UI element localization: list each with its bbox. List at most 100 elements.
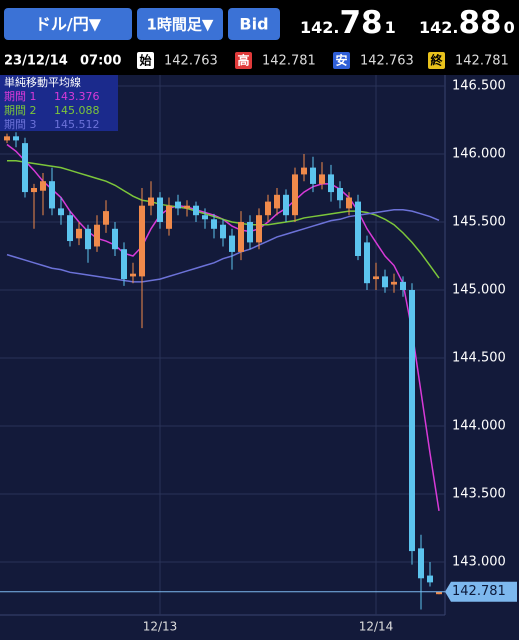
candle-body (310, 167, 316, 184)
candle-body (427, 575, 433, 583)
candle-body (211, 219, 217, 229)
candle-body (373, 276, 379, 280)
ma-line (7, 160, 440, 279)
legend-name: 期間 2 (4, 104, 37, 117)
ohlc-value: 142.781 (262, 54, 316, 69)
pair-button[interactable] (4, 8, 132, 40)
ohlc-badge (137, 52, 154, 69)
candle-body (67, 215, 73, 242)
side-button[interactable] (228, 8, 280, 40)
legend-box (0, 75, 118, 131)
current-price-tag (445, 581, 517, 602)
candle-body (400, 281, 406, 290)
y-tick-label: 143.500 (452, 486, 506, 501)
y-tick-label: 145.000 (452, 282, 506, 297)
ohlc-badge-label: 終 (430, 53, 443, 68)
candle-body (85, 228, 91, 250)
timeframe-label[interactable]: 1時間足▼ (147, 16, 214, 34)
candle-body (265, 201, 271, 216)
chart: 143.000 143.500 144.000 144.500 145.000 145.5… (0, 75, 519, 640)
candle-body (130, 273, 136, 277)
candle-body (40, 181, 46, 191)
candle-body (103, 211, 109, 225)
bid-tail: 1 (385, 18, 396, 37)
candle-body (283, 194, 289, 216)
side-label[interactable]: Bid (239, 15, 268, 34)
candle-body (337, 188, 343, 201)
candle-body (247, 222, 253, 243)
date: 23/12/14 (4, 54, 68, 69)
x-tick-label: 12/14 (359, 620, 394, 634)
candle-body (274, 194, 280, 209)
candle-body (355, 201, 361, 256)
candle-body (436, 591, 442, 595)
ask-tail: 0 (504, 18, 515, 37)
y-tick-label: 146.500 (452, 79, 506, 94)
candle-body (22, 143, 28, 193)
ask-price: 142.88 0 (419, 5, 515, 41)
candle-body (391, 281, 397, 285)
candle-body (301, 167, 307, 175)
candle-body (418, 548, 424, 579)
candle-body (409, 289, 415, 552)
legend-name: 期間 1 (4, 90, 37, 103)
x-tick-label: 12/13 (143, 620, 178, 634)
y-tick-label: 145.500 (452, 215, 506, 230)
candle-body (175, 201, 181, 209)
candle-body (148, 197, 154, 206)
candle-body (382, 276, 388, 288)
candle-body (121, 249, 127, 280)
legend-value: 145.088 (54, 104, 100, 117)
candle-body (166, 205, 172, 229)
legend-value: 145.512 (54, 118, 100, 131)
legend-value: 143.376 (54, 90, 100, 103)
y-tick-label: 146.000 (452, 147, 506, 162)
candle-body (238, 222, 244, 252)
ask-head: 142. (419, 18, 458, 37)
ohlc-badge-label: 安 (335, 53, 347, 68)
timeframe-button[interactable] (137, 8, 223, 40)
candle-body (193, 205, 199, 216)
legend-name: 期間 3 (4, 118, 37, 131)
ask-big: 88 (458, 5, 501, 41)
ohlc-badge (428, 52, 445, 69)
ohlc-value: 142.763 (360, 54, 414, 69)
candle-body (202, 215, 208, 220)
candle-body (292, 174, 298, 216)
candle-body (58, 208, 64, 216)
y-tick-label: 143.000 (452, 554, 506, 569)
candle-body (229, 235, 235, 252)
ohlc-value: 142.781 (455, 54, 509, 69)
ohlc-badge (333, 52, 350, 69)
ohlc-badge-label: 始 (139, 53, 151, 68)
candle-body (319, 174, 325, 184)
ohlc-badge-label: 高 (237, 53, 249, 68)
candle-body (220, 224, 226, 239)
y-tick-label: 144.500 (452, 350, 506, 365)
candle-body (157, 197, 163, 223)
bid-head: 142. (300, 18, 339, 37)
candle-body (49, 181, 55, 209)
current-price-label: 142.781 (452, 584, 506, 599)
candle-body (94, 224, 100, 247)
pair-label[interactable]: ドル/円▼ (35, 15, 102, 34)
candle-body (328, 174, 334, 193)
candle-body (13, 136, 19, 141)
candle-body (256, 215, 262, 243)
ma-line (6, 209, 440, 283)
bid-price: 142.78 1 (300, 5, 396, 41)
bid-big: 78 (339, 5, 382, 41)
ohlc-badge (235, 52, 252, 69)
time: 07:00 (80, 54, 121, 69)
candle-body (364, 242, 370, 284)
ohlc-value: 142.763 (164, 54, 218, 69)
candle-body (112, 228, 118, 250)
candle-body (31, 188, 37, 193)
candle-body (346, 197, 352, 209)
candle-body (76, 228, 82, 239)
candle-body (139, 205, 145, 277)
y-tick-label: 144.000 (452, 418, 506, 433)
candle-body (4, 136, 10, 141)
